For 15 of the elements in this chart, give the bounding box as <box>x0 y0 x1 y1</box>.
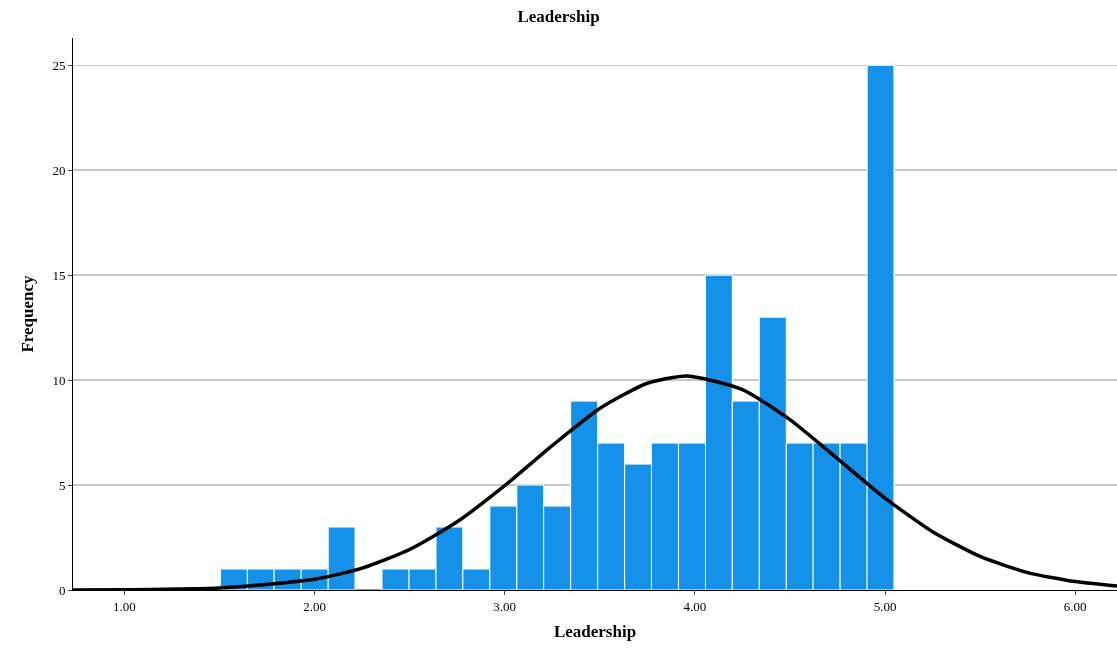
y-tick-label: 10 <box>52 372 66 388</box>
x-tick-label: 4.00 <box>683 598 707 614</box>
y-tick-label: 5 <box>58 477 66 493</box>
x-tick-label: 6.00 <box>1063 598 1087 614</box>
y-tick-label: 0 <box>58 582 66 598</box>
x-tick-label: 3.00 <box>493 598 517 614</box>
x-tick-label: 1.00 <box>112 598 136 614</box>
y-tick-label: 25 <box>52 57 66 73</box>
x-tick-label: 2.00 <box>303 598 326 614</box>
y-tick-label: 20 <box>52 162 66 178</box>
y-axis-title: Frequency <box>17 274 37 353</box>
y-tick-label: 15 <box>52 267 66 283</box>
x-tick-label: 5.00 <box>873 598 897 614</box>
chart-title: Leadership <box>517 6 600 26</box>
x-axis-title: Leadership <box>553 622 637 641</box>
